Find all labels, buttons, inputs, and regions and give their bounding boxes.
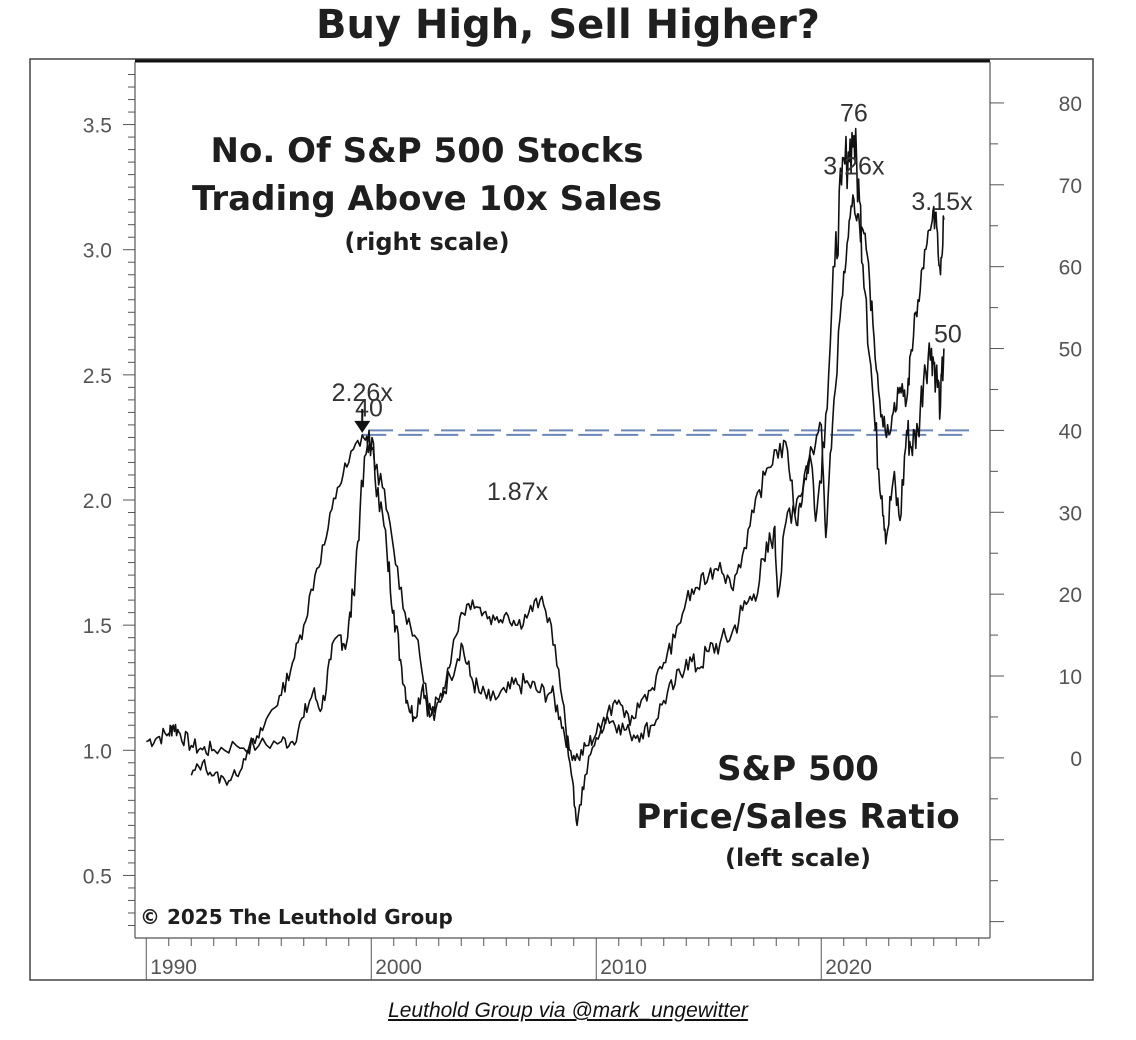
left-tick-label: 2.0 — [83, 490, 112, 513]
left-tick-label: 2.5 — [83, 365, 112, 388]
stocks-series-line — [146, 127, 945, 762]
ps_ratio-annotation: 2.26x — [332, 379, 394, 407]
axis-ticks — [123, 74, 1004, 980]
left-tick-label: 3.0 — [83, 240, 112, 263]
x-tick-label: 2010 — [600, 956, 647, 979]
chart-title: Buy High, Sell Higher? — [315, 2, 821, 48]
stocks-annotation: 50 — [934, 321, 962, 349]
copyright-text: © 2025 The Leuthold Group — [140, 905, 453, 929]
ps-label-line-2: Price/Sales Ratio — [636, 797, 960, 837]
left-tick-label: 0.5 — [83, 865, 112, 888]
ps_ratio-series-line — [190, 194, 945, 827]
ps_ratio-annotation: 3.26x — [823, 153, 885, 181]
right-tick-label: 0 — [1070, 748, 1082, 771]
right-tick-label: 60 — [1059, 257, 1082, 280]
outer-frame — [29, 58, 1094, 981]
left-tick-label: 1.5 — [83, 615, 112, 638]
chart-svg: 1990 2000 2010 2020807060504030201003.53.02… — [29, 58, 1094, 981]
x-tick-label: 2020 — [825, 956, 872, 979]
left-tick-label: 3.5 — [83, 115, 112, 138]
stocks-annotation: 40 — [355, 394, 383, 422]
right-tick-label: 50 — [1059, 339, 1082, 362]
chart-frame — [29, 58, 1094, 981]
x-tick-label: 1990 — [150, 956, 197, 979]
right-tick-label: 70 — [1059, 175, 1082, 198]
ps_ratio-annotation: 1.87x — [487, 478, 549, 506]
ps_ratio-annotation: 3.15x — [911, 188, 973, 216]
right-tick-label: 40 — [1059, 420, 1082, 443]
stocks-scale-note: (right scale) — [344, 228, 509, 256]
x-tick-label: 2000 — [375, 956, 422, 979]
right-tick-label: 30 — [1059, 502, 1082, 525]
right-tick-label: 20 — [1059, 584, 1082, 607]
source-caption[interactable]: Leuthold Group via @mark_ungewitter — [388, 999, 748, 1022]
ps-label-line-1: S&P 500 — [717, 749, 879, 789]
left-tick-label: 1.0 — [83, 740, 112, 763]
right-tick-label: 10 — [1059, 666, 1082, 689]
peak-arrow-head — [354, 420, 371, 433]
stocks-label-line-1: No. Of S&P 500 Stocks — [211, 131, 644, 171]
series-lines — [146, 127, 945, 827]
stocks-annotation: 76 — [840, 100, 868, 128]
chart-labels: 1990 2000 2010 2020807060504030201003.53.02… — [83, 93, 1082, 979]
ps-scale-note: (left scale) — [725, 844, 871, 872]
right-tick-label: 80 — [1059, 93, 1082, 116]
stocks-label-line-2: Trading Above 10x Sales — [192, 179, 662, 219]
